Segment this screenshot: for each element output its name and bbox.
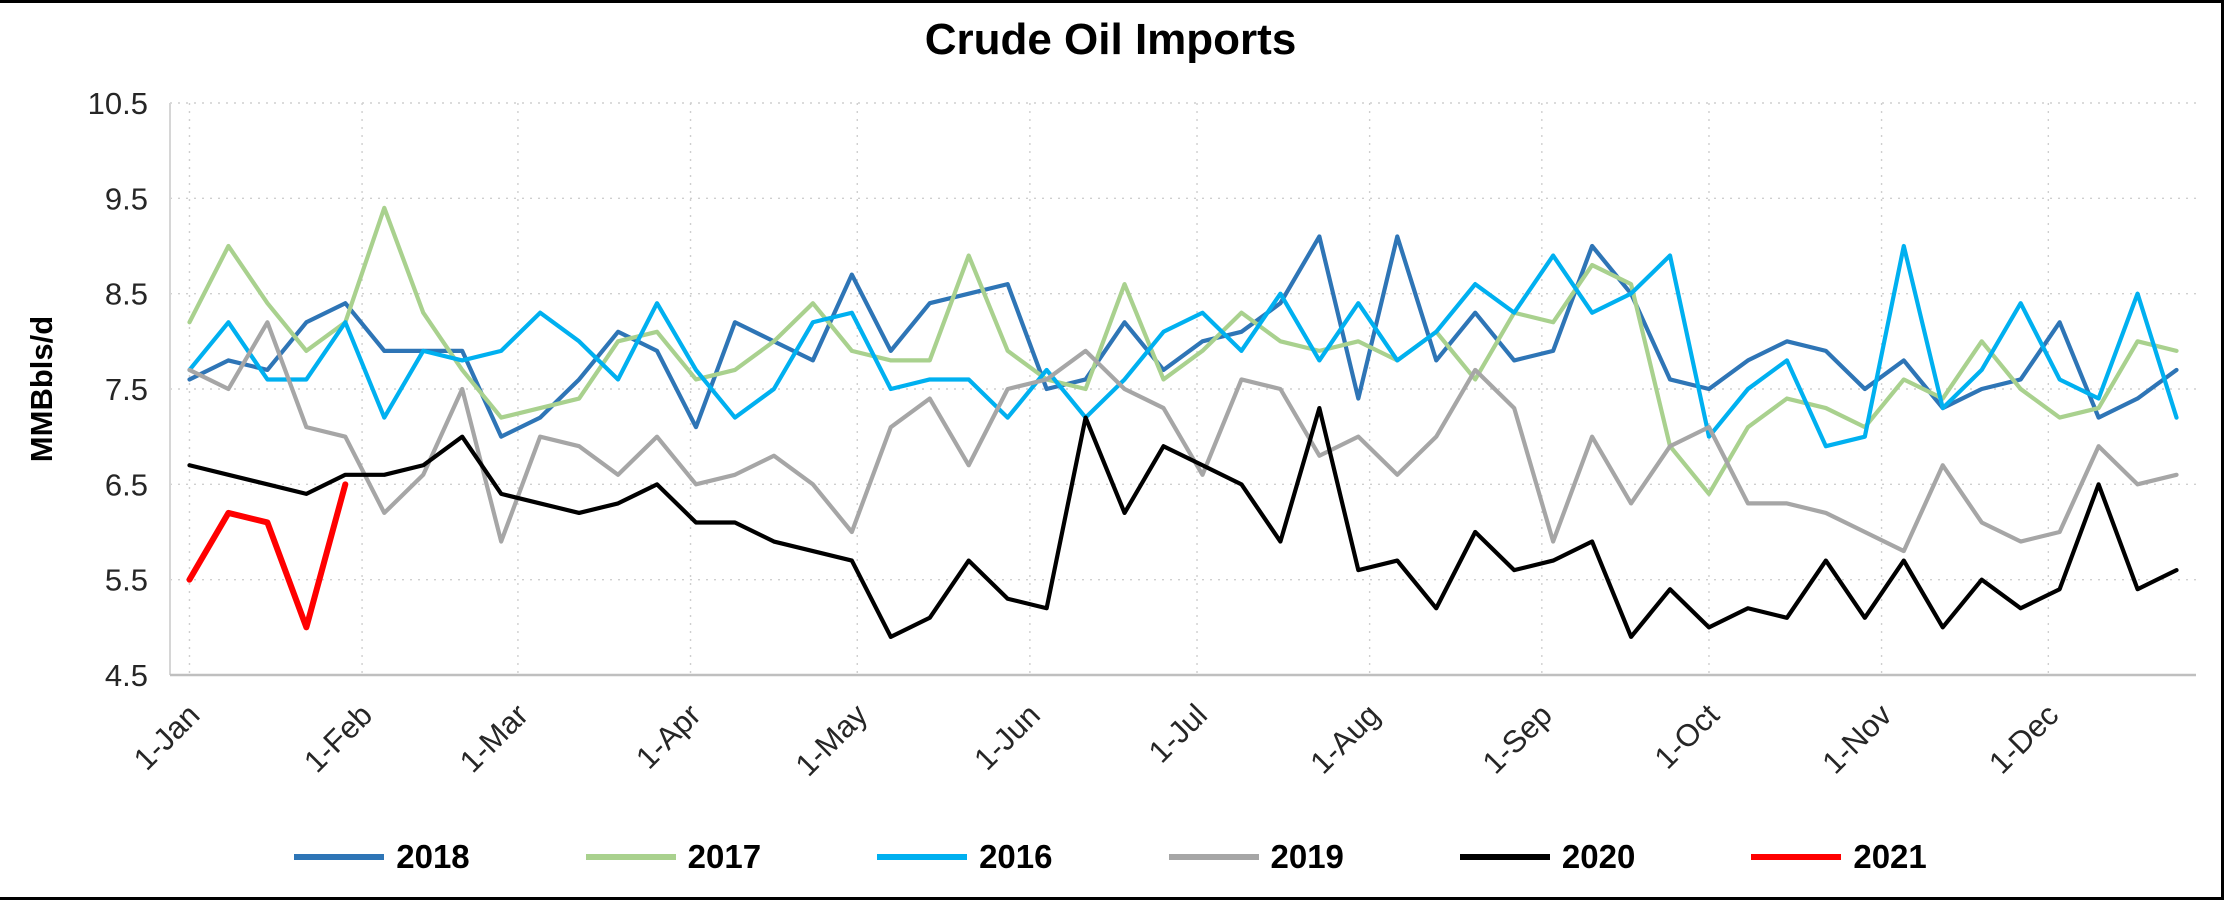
y-tick-label: 5.5 xyxy=(105,563,148,598)
legend-item-2019: 2019 xyxy=(1168,838,1344,876)
x-tick-label: 1-May xyxy=(789,697,875,783)
x-tick-label: 1-Oct xyxy=(1648,697,1727,776)
series-line-2018 xyxy=(187,234,2179,439)
legend-item-2021: 2021 xyxy=(1751,838,1927,876)
legend-label-2020: 2020 xyxy=(1561,838,1636,875)
series-line-2021 xyxy=(186,481,349,631)
series-line-2019 xyxy=(187,320,2179,554)
legend-item-2018: 2018 xyxy=(294,838,470,876)
x-tick-label: 1-Jul xyxy=(1142,697,1214,769)
x-tick-label: 1-Apr xyxy=(629,697,707,775)
legend-swatch-2019 xyxy=(1168,854,1259,860)
x-tick-label: 1-Jun xyxy=(967,697,1047,777)
y-tick-label: 8.5 xyxy=(105,277,148,312)
chart-title: Crude Oil Imports xyxy=(924,15,1297,64)
x-tick-label: 1-Feb xyxy=(297,697,379,779)
legend-label-2021: 2021 xyxy=(1853,838,1927,875)
chart-legend: 2018 2017 2016 2019 2020 2021 xyxy=(0,838,2221,876)
legend-swatch-2020 xyxy=(1459,854,1550,860)
series-line-2020 xyxy=(187,405,2179,639)
y-tick-label: 9.5 xyxy=(105,181,148,216)
legend-swatch-2021 xyxy=(1751,854,1842,860)
x-tick-label: 1-Aug xyxy=(1303,697,1386,780)
legend-label-2018: 2018 xyxy=(396,838,470,875)
series-line-2016 xyxy=(187,243,2179,449)
legend-swatch-2016 xyxy=(877,854,968,860)
legend-item-2017: 2017 xyxy=(585,838,762,876)
x-tick-label: 1-Sep xyxy=(1476,697,1559,780)
legend-item-2020: 2020 xyxy=(1459,838,1636,876)
legend-label-2019: 2019 xyxy=(1270,838,1344,875)
y-tick-label: 10.5 xyxy=(88,86,148,121)
legend-swatch-2018 xyxy=(294,854,385,860)
x-tick-label: 1-Nov xyxy=(1815,697,1899,781)
series-line-2017 xyxy=(187,205,2179,496)
x-tick-label: 1-Jan xyxy=(127,697,207,777)
y-tick-label: 6.5 xyxy=(105,467,148,502)
legend-item-2016: 2016 xyxy=(877,838,1053,876)
legend-label-2016: 2016 xyxy=(979,838,1053,875)
y-tick-label: 4.5 xyxy=(105,658,148,693)
legend-swatch-2017 xyxy=(585,854,676,860)
plot-area: 4.5 5.5 6.5 7.5 8.5 9.5 10.5 1-Jan 1-Feb 1-Mar 1-A… xyxy=(88,86,2196,783)
x-tick-label: 1-Mar xyxy=(453,697,535,779)
legend-label-2017: 2017 xyxy=(687,838,762,875)
y-tick-label: 7.5 xyxy=(105,372,148,407)
x-tick-label: 1-Dec xyxy=(1982,697,2065,780)
